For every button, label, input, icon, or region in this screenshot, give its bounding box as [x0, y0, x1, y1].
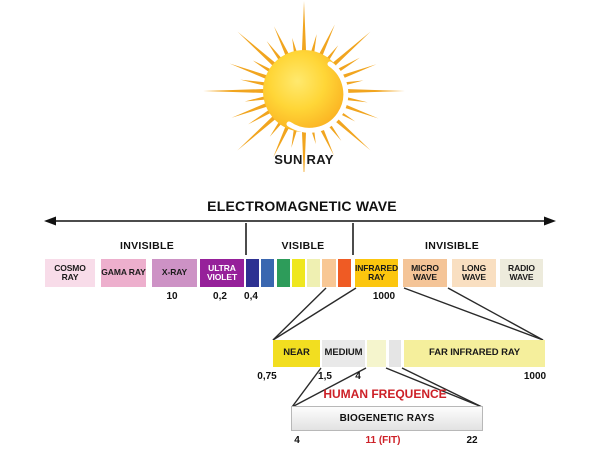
region-label-invisible-right: INVISIBLE	[424, 240, 480, 252]
visible-swatch-orange-red	[338, 259, 351, 287]
connector	[447, 287, 544, 341]
segment-x-ray: X-RAY	[152, 259, 197, 287]
visible-swatch-green	[277, 259, 290, 287]
connector	[401, 367, 483, 408]
arrowhead-left-icon	[44, 216, 56, 226]
infrared-segment-near: NEAR	[273, 340, 320, 367]
segment-ultra-violet: ULTRA VIOLET	[200, 259, 244, 287]
scale-value: 10	[166, 291, 178, 302]
scale-value: 4	[355, 371, 361, 382]
scale-value: 1000	[523, 371, 547, 382]
region-label-visible: VISIBLE	[281, 240, 325, 252]
connector	[272, 287, 357, 341]
scale-value: 0,4	[244, 291, 258, 302]
scale-value: 0,2	[213, 291, 227, 302]
visible-swatch-violet-blue	[246, 259, 259, 287]
page-title: ELECTROMAGNETIC WAVE	[207, 198, 397, 214]
visible-swatch-peach	[322, 259, 336, 287]
scale-value: 4	[294, 435, 300, 446]
infrared-segment-medium: MEDIUM	[322, 340, 365, 367]
segment-radio-wave: RADIO WAVE	[500, 259, 543, 287]
infrared-segment-gray	[389, 340, 401, 367]
infrared-segment-far: FAR INFRARED RAY	[404, 340, 545, 367]
region-label-invisible-left: INVISIBLE	[119, 240, 175, 252]
segment-gama-ray: GAMA RAY	[101, 259, 146, 287]
scale-value: 22	[466, 435, 478, 446]
connector	[385, 367, 483, 408]
arrowhead-right-icon	[544, 216, 556, 226]
segment-cosmo-ray: COSMO RAY	[45, 259, 95, 287]
scale-value: 1,5	[318, 371, 332, 382]
sun-highlight-crescent	[286, 61, 349, 133]
sun-disc	[263, 50, 345, 132]
scale-value: 11 (FIT)	[365, 435, 401, 446]
infrared-segment-pale	[367, 340, 386, 367]
sun-ray-label: SUN RAY	[274, 152, 334, 167]
biogenetic-rays-bar: BIOGENETIC RAYS	[291, 406, 483, 431]
connector	[272, 287, 327, 341]
human-frequence-title: HUMAN FREQUENCE	[323, 387, 447, 401]
segment-micro-wave: MICRO WAVE	[403, 259, 447, 287]
connector	[291, 367, 322, 408]
visible-swatch-blue	[261, 259, 274, 287]
connector	[403, 287, 544, 341]
segment-long-wave: LONG WAVE	[452, 259, 496, 287]
connector	[291, 367, 367, 408]
scale-value: 1000	[372, 291, 396, 302]
visible-swatch-pale-yellow	[307, 259, 320, 287]
visible-swatch-yellow	[292, 259, 305, 287]
sun-icon	[203, 1, 405, 172]
scale-value: 0,75	[257, 371, 277, 382]
segment-infrared-ray: INFRARED RAY	[355, 259, 398, 287]
